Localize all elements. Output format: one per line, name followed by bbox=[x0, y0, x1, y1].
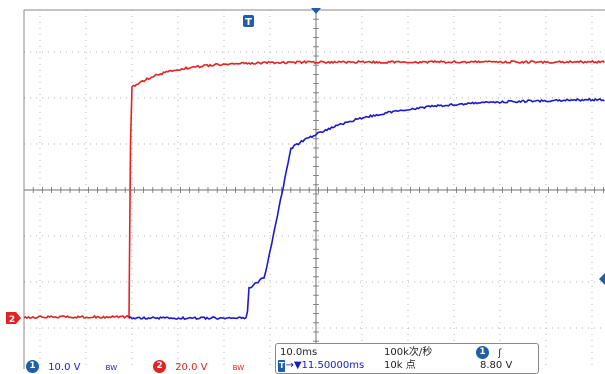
channel-1-waveform bbox=[128, 97, 605, 321]
trigger-t-label: T bbox=[245, 17, 252, 28]
channel-2-status[interactable]: 2 20.0 V BW bbox=[153, 360, 244, 374]
channel-1-badge: 1 bbox=[26, 360, 39, 373]
delay-t-icon: T bbox=[278, 360, 286, 372]
record-length: 10k 点 bbox=[384, 360, 416, 371]
graticule bbox=[23, 9, 605, 370]
horizontal-delay: T→▼11.50000ms bbox=[278, 360, 364, 372]
timebase-trigger-panel[interactable]: 10.0ms T→▼11.50000ms 100k次/秒 10k 点 1 ʃ 8… bbox=[275, 343, 539, 374]
trigger-level-marker[interactable] bbox=[599, 273, 605, 285]
trigger-position-marker[interactable] bbox=[311, 8, 321, 14]
channel-1-scale: 10.0 V bbox=[48, 361, 81, 373]
channel-2-bw-limit: BW bbox=[232, 363, 245, 372]
channel-1-bw-limit: BW bbox=[105, 363, 118, 372]
delay-arrow-icon: →▼ bbox=[285, 360, 302, 371]
trigger-source: 1 ʃ bbox=[476, 346, 502, 360]
channel-1-status[interactable]: 1 10.0 V BW bbox=[26, 360, 117, 374]
channel-2-ground-marker[interactable]: 2 bbox=[6, 312, 21, 325]
channel-2-scale: 20.0 V bbox=[175, 361, 208, 373]
delay-value: 11.50000ms bbox=[301, 360, 365, 371]
timebase-scale: 10.0ms bbox=[280, 347, 318, 358]
trigger-t-marker: T bbox=[243, 15, 254, 28]
channel-2-waveform bbox=[23, 59, 605, 320]
channel-2-ground-label: 2 bbox=[9, 315, 15, 325]
trigger-level: 8.80 V bbox=[480, 360, 513, 371]
trigger-slope-icon: ʃ bbox=[498, 347, 502, 359]
sample-rate: 100k次/秒 bbox=[384, 347, 433, 358]
trigger-source-badge: 1 bbox=[476, 346, 489, 359]
channel-2-badge: 2 bbox=[153, 360, 166, 373]
